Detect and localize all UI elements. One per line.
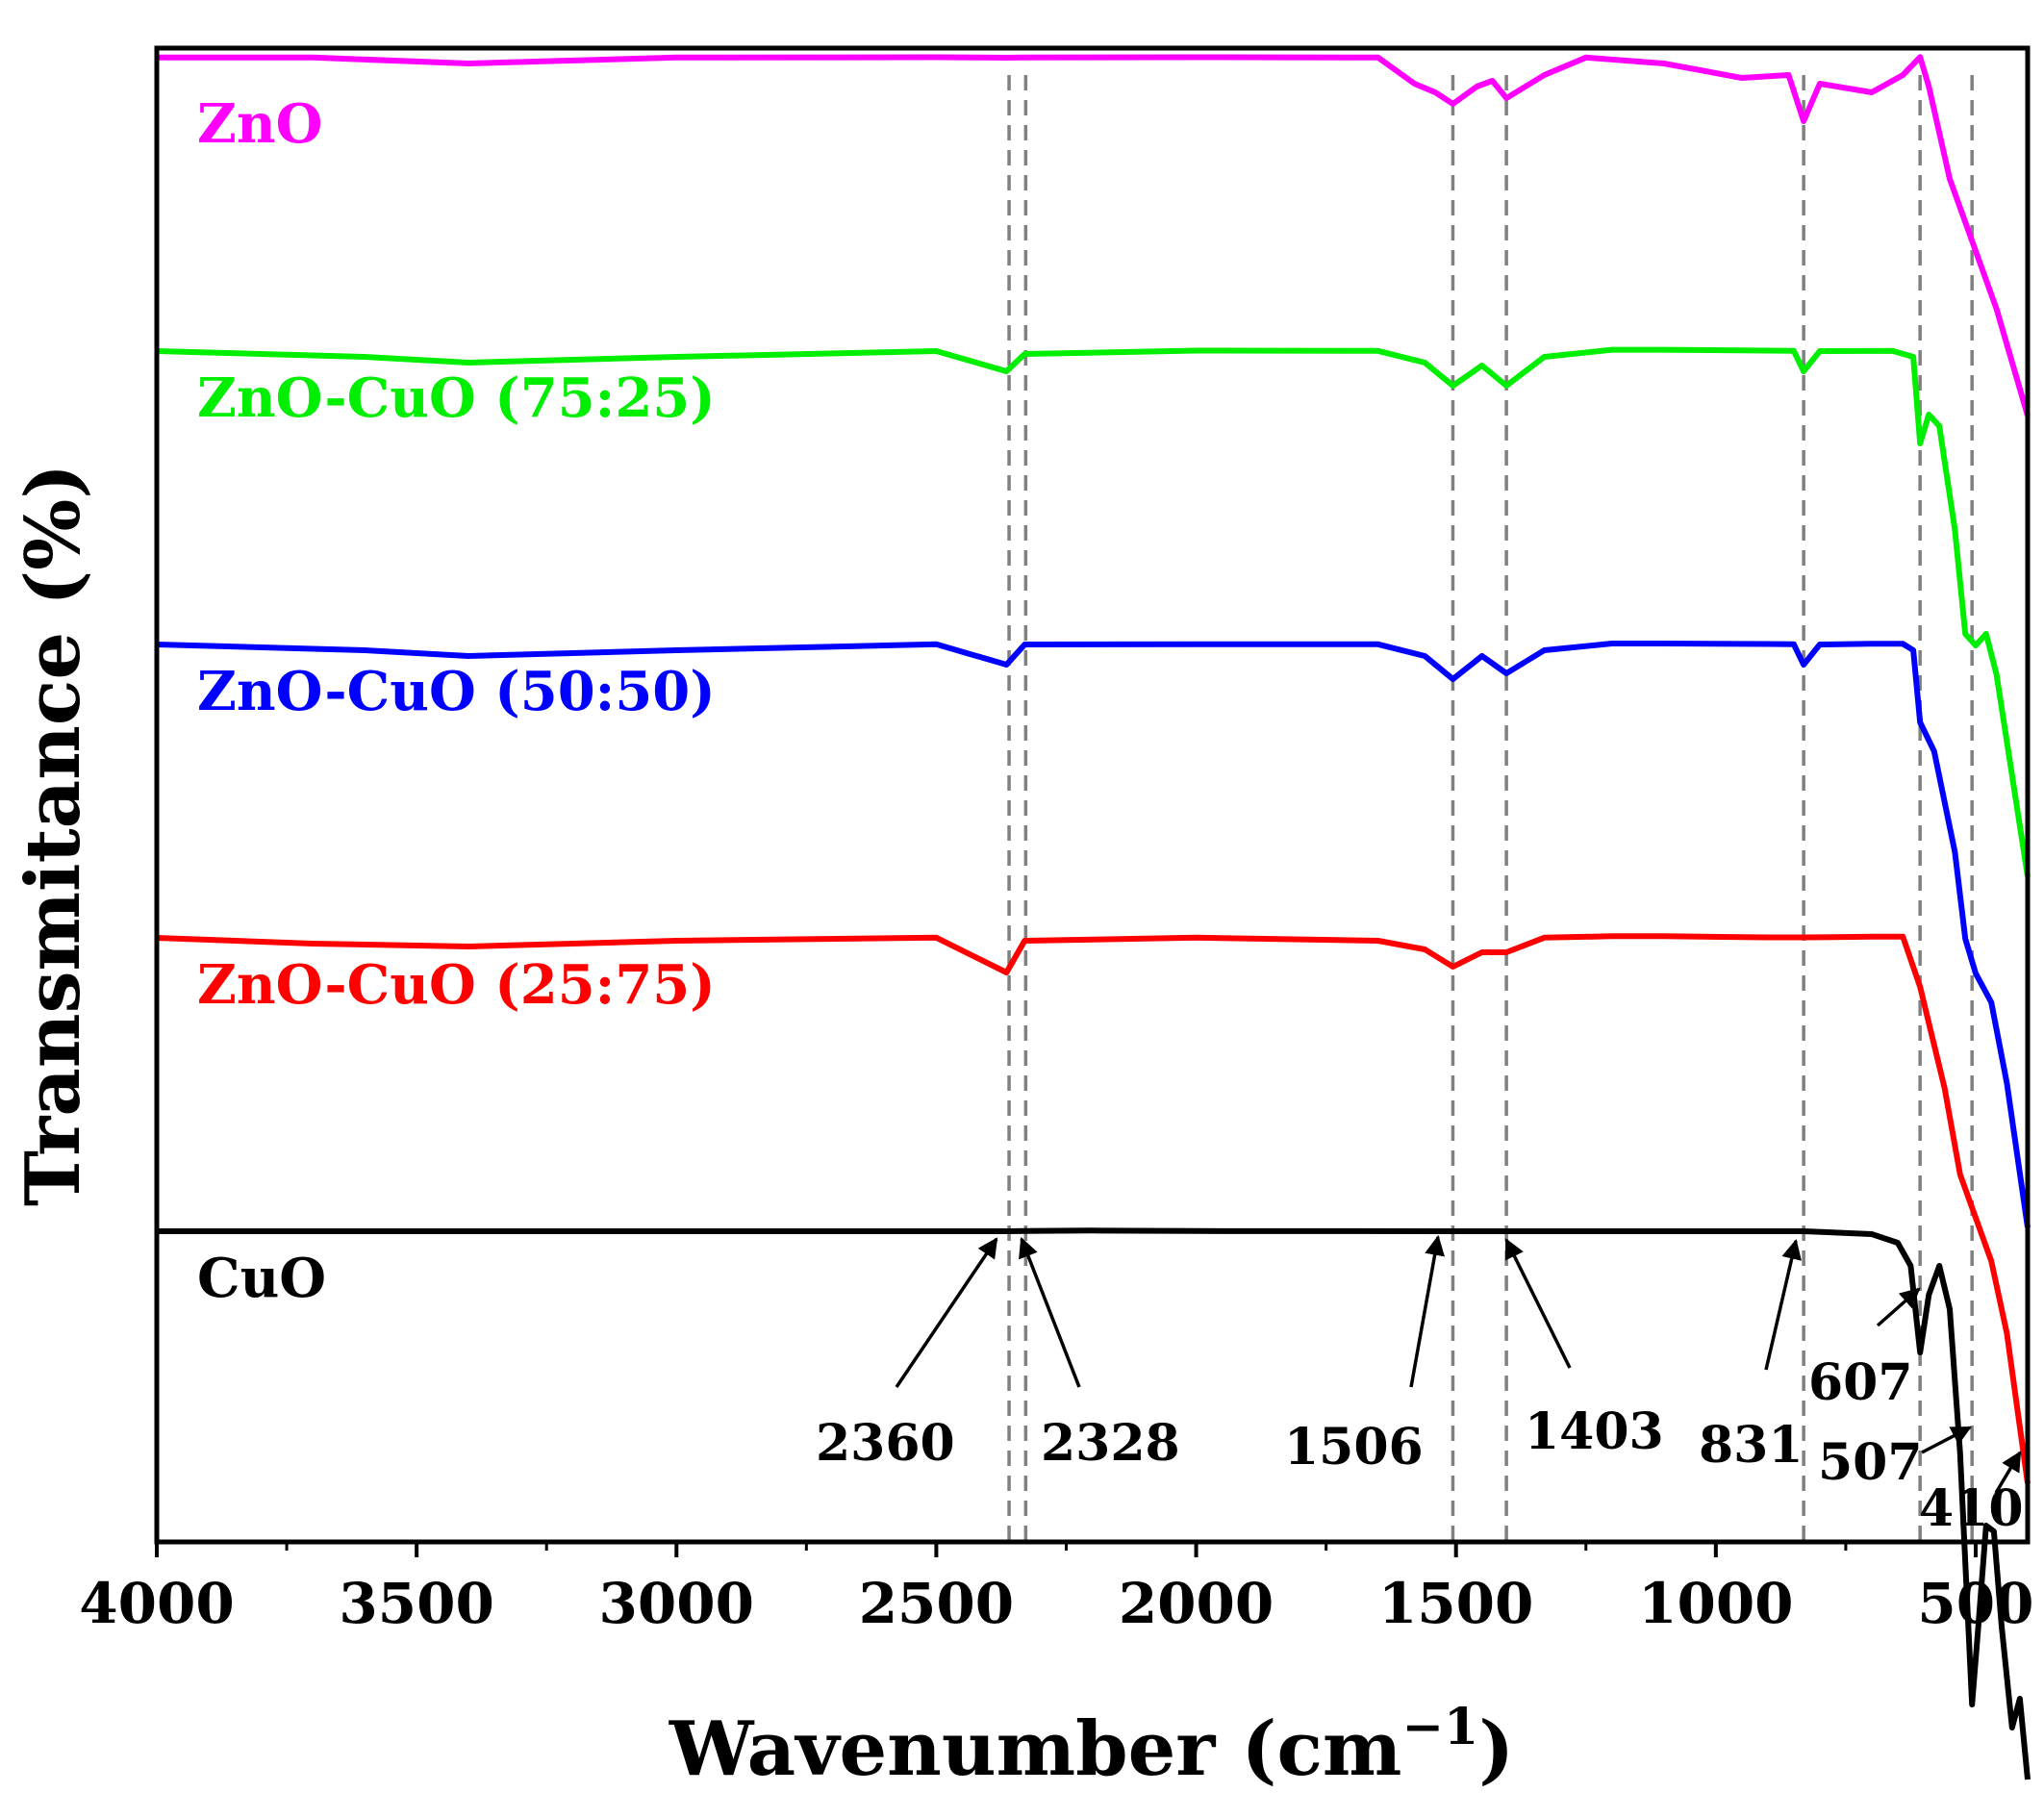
peak-label-410: 410: [1919, 1479, 2024, 1538]
series-label-1: ZnO-CuO (75:25): [197, 366, 716, 430]
x-tick-label-1500: 1500: [1378, 1571, 1533, 1636]
x-tick-label-3500: 3500: [339, 1571, 493, 1636]
series-labels: ZnO ZnO-CuO (75:25) ZnO-CuO (50:50) ZnO-CuO…: [197, 92, 716, 1310]
x-tick-label-1000: 1000: [1638, 1571, 1793, 1636]
x-axis-title: Wavenumber (cm−1): [669, 1698, 1514, 1793]
series-line-cuo: [157, 1227, 2031, 1780]
series-lines: [156, 54, 2031, 1780]
series-label-4: CuO: [197, 1247, 326, 1310]
x-axis-title-sup: −1: [1401, 1698, 1478, 1756]
series-label-3: ZnO-CuO (25:75): [197, 953, 716, 1017]
peak-arrow-1403: [1504, 1238, 1572, 1369]
x-axis-title-text: Wavenumber (cm: [669, 1705, 1402, 1793]
peak-label-507: 507: [1818, 1433, 1923, 1492]
peak-arrow-607: [1876, 1287, 1921, 1327]
peak-arrow-2360: [895, 1237, 998, 1388]
plot-frame: [154, 45, 2031, 1545]
x-axis-ticks: 4000 3500 3000 2500 2000 1500 1000 500: [79, 1542, 2034, 1636]
peak-label-1403: 1403: [1525, 1402, 1664, 1461]
peak-label-2360: 2360: [816, 1414, 955, 1473]
peak-label-607: 607: [1808, 1353, 1913, 1412]
series-label-2: ZnO-CuO (50:50): [197, 660, 716, 723]
series-label-0: ZnO: [197, 92, 322, 156]
peak-arrow-507: [1921, 1426, 1972, 1454]
x-tick-label-3000: 3000: [599, 1571, 754, 1636]
peak-arrow-831: [1764, 1238, 1802, 1371]
x-axis-title-close: ): [1478, 1705, 1514, 1793]
peak-label-2328: 2328: [1041, 1414, 1180, 1473]
peak-label-1506: 1506: [1284, 1418, 1424, 1477]
x-tick-label-2000: 2000: [1119, 1571, 1274, 1636]
peak-arrow-410: [1994, 1451, 2022, 1494]
series-line-zno-cuo-50-50: [156, 641, 2031, 1228]
peak-label-831: 831: [1699, 1416, 1804, 1475]
series-line-zno-cuo-25-75: [156, 933, 2031, 1484]
series-line-zno-cuo-75-25: [156, 346, 2031, 877]
x-tick-label-4000: 4000: [79, 1571, 234, 1636]
x-tick-label-500: 500: [1917, 1571, 2033, 1636]
peak-arrow-2328: [1019, 1237, 1081, 1388]
series-line-zno: [157, 54, 2031, 417]
reference-lines: [1007, 75, 1974, 1542]
y-axis-title: Transmitance (%): [10, 464, 97, 1206]
x-tick-label-2500: 2500: [859, 1571, 1014, 1636]
peak-arrow-1506: [1409, 1234, 1445, 1388]
